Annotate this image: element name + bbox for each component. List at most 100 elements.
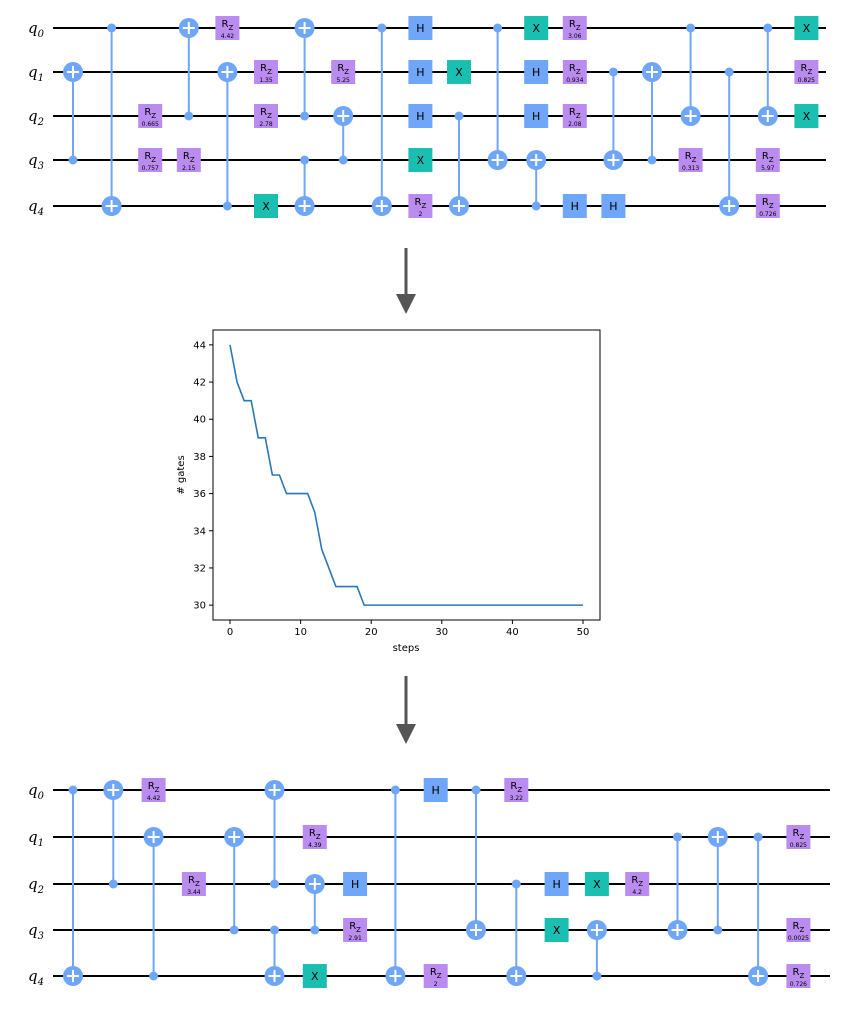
arrow-down-1 xyxy=(396,248,416,314)
rz-gate: RZ0.665 xyxy=(138,104,163,128)
rz-gate: RZ2.78 xyxy=(254,104,278,128)
arrow-down-2 xyxy=(396,676,416,744)
rz-gate-param: 4.39 xyxy=(308,842,322,849)
rz-gate: RZ3.06 xyxy=(562,16,587,40)
cnot-gate xyxy=(748,832,769,986)
qubit-label-3: q3 xyxy=(28,151,44,172)
qubit-label-1: q1 xyxy=(28,63,44,84)
h-gate-label: H xyxy=(351,878,359,891)
x-gate-box xyxy=(524,16,549,40)
cnot-gate xyxy=(103,780,124,889)
control-dot xyxy=(270,925,279,935)
cnot-gate xyxy=(217,62,238,211)
control-dot xyxy=(270,879,279,889)
cnot-gate xyxy=(178,18,199,121)
y-tick-label: 44 xyxy=(193,340,206,351)
y-tick-label: 30 xyxy=(193,601,206,612)
control-dot xyxy=(713,925,723,935)
control-dot xyxy=(390,785,400,795)
rz-gate-param: 3.44 xyxy=(187,889,201,896)
cnot-gate xyxy=(294,18,315,121)
cnot-gate xyxy=(63,62,83,165)
control-dot xyxy=(184,111,194,121)
rz-gate-box xyxy=(181,872,206,896)
cnot-gate xyxy=(603,67,624,170)
x-gate-label: X xyxy=(803,22,811,35)
h-gate-label: H xyxy=(552,878,560,891)
rz-gate-label: RZ xyxy=(762,151,774,164)
rz-gate-label: RZ xyxy=(430,967,442,980)
h-gate-box xyxy=(343,872,368,896)
y-tick-label: 42 xyxy=(193,378,206,389)
rz-gate-param: 4.2 xyxy=(632,889,642,896)
rz-gate-box xyxy=(141,778,166,802)
rz-gate-box xyxy=(786,964,811,988)
rz-gate-label: RZ xyxy=(793,921,805,934)
x-gate: X xyxy=(408,148,433,172)
x-gate-box xyxy=(794,104,819,128)
rz-gate-box xyxy=(562,60,587,84)
h-gate: H xyxy=(343,872,368,896)
rz-gate-box xyxy=(138,104,163,128)
rz-gate-box xyxy=(254,104,278,128)
rz-gate-param: 2.78 xyxy=(259,121,273,128)
rz-gate: RZ4.2 xyxy=(625,872,650,896)
qubit-label-0: q0 xyxy=(28,781,45,802)
control-dot xyxy=(338,155,348,165)
rz-gate: RZ0.825 xyxy=(786,825,811,849)
h-gate-label: H xyxy=(609,200,617,213)
rz-gate-box xyxy=(562,16,587,40)
rz-gate-label: RZ xyxy=(260,63,272,76)
qubit-label-4: q4 xyxy=(28,197,44,218)
x-axis-label: steps xyxy=(393,643,420,654)
control-dot xyxy=(108,879,118,889)
rz-gate-label: RZ xyxy=(510,781,522,794)
control-dot xyxy=(471,785,481,795)
cnot-gate xyxy=(143,827,164,981)
h-gate-label: H xyxy=(416,66,424,79)
cnot-gate xyxy=(487,23,508,170)
rz-gate-param: 0.757 xyxy=(142,165,159,172)
rz-gate-box xyxy=(504,778,529,802)
h-gate: H xyxy=(524,60,549,84)
h-gate-box xyxy=(544,872,569,896)
rz-gate: RZ0.825 xyxy=(794,60,819,84)
control-dot xyxy=(229,925,239,935)
rz-gate-param: 3.06 xyxy=(568,33,582,40)
qubit-label-4: q4 xyxy=(28,967,44,988)
rz-gate-label: RZ xyxy=(569,107,581,120)
cnot-gate xyxy=(304,874,325,935)
rz-gate-label: RZ xyxy=(631,875,643,888)
rz-gate-param: 5.97 xyxy=(761,165,775,172)
rz-gate-label: RZ xyxy=(349,921,361,934)
rz-gate-param: 0.726 xyxy=(790,981,807,988)
control-dot xyxy=(493,23,503,33)
gate-count-series-line xyxy=(229,344,583,606)
control-dot xyxy=(300,111,310,121)
rz-gate: RZ0.726 xyxy=(755,194,780,218)
rz-gate: RZ0.726 xyxy=(786,964,811,988)
rz-gate-label: RZ xyxy=(762,197,774,210)
qubit-label-0: q0 xyxy=(28,19,45,40)
y-axis-label: # gates xyxy=(176,455,187,494)
control-dot xyxy=(763,23,773,33)
control-dot xyxy=(753,832,763,842)
control-dot xyxy=(107,23,117,33)
rz-gate-box xyxy=(755,148,780,172)
rz-gate-box xyxy=(343,918,368,942)
rz-gate: RZ4.42 xyxy=(215,16,240,40)
rz-gate-param: 0.825 xyxy=(798,77,815,84)
rz-gate: RZ0.313 xyxy=(678,148,703,172)
rz-gate: RZ2 xyxy=(408,194,433,218)
rz-gate: RZ1.35 xyxy=(254,60,278,84)
x-gate: X xyxy=(794,104,819,128)
control-dot xyxy=(300,155,310,165)
x-gate: X xyxy=(254,194,278,218)
rz-gate-box xyxy=(138,148,163,172)
x-gate: X xyxy=(302,964,327,988)
h-gate: H xyxy=(408,16,433,40)
rz-gate-box xyxy=(562,104,587,128)
rz-gate-param: 1.35 xyxy=(259,77,273,84)
cnot-gate xyxy=(526,150,547,211)
qubit-label-1: q1 xyxy=(28,828,44,849)
